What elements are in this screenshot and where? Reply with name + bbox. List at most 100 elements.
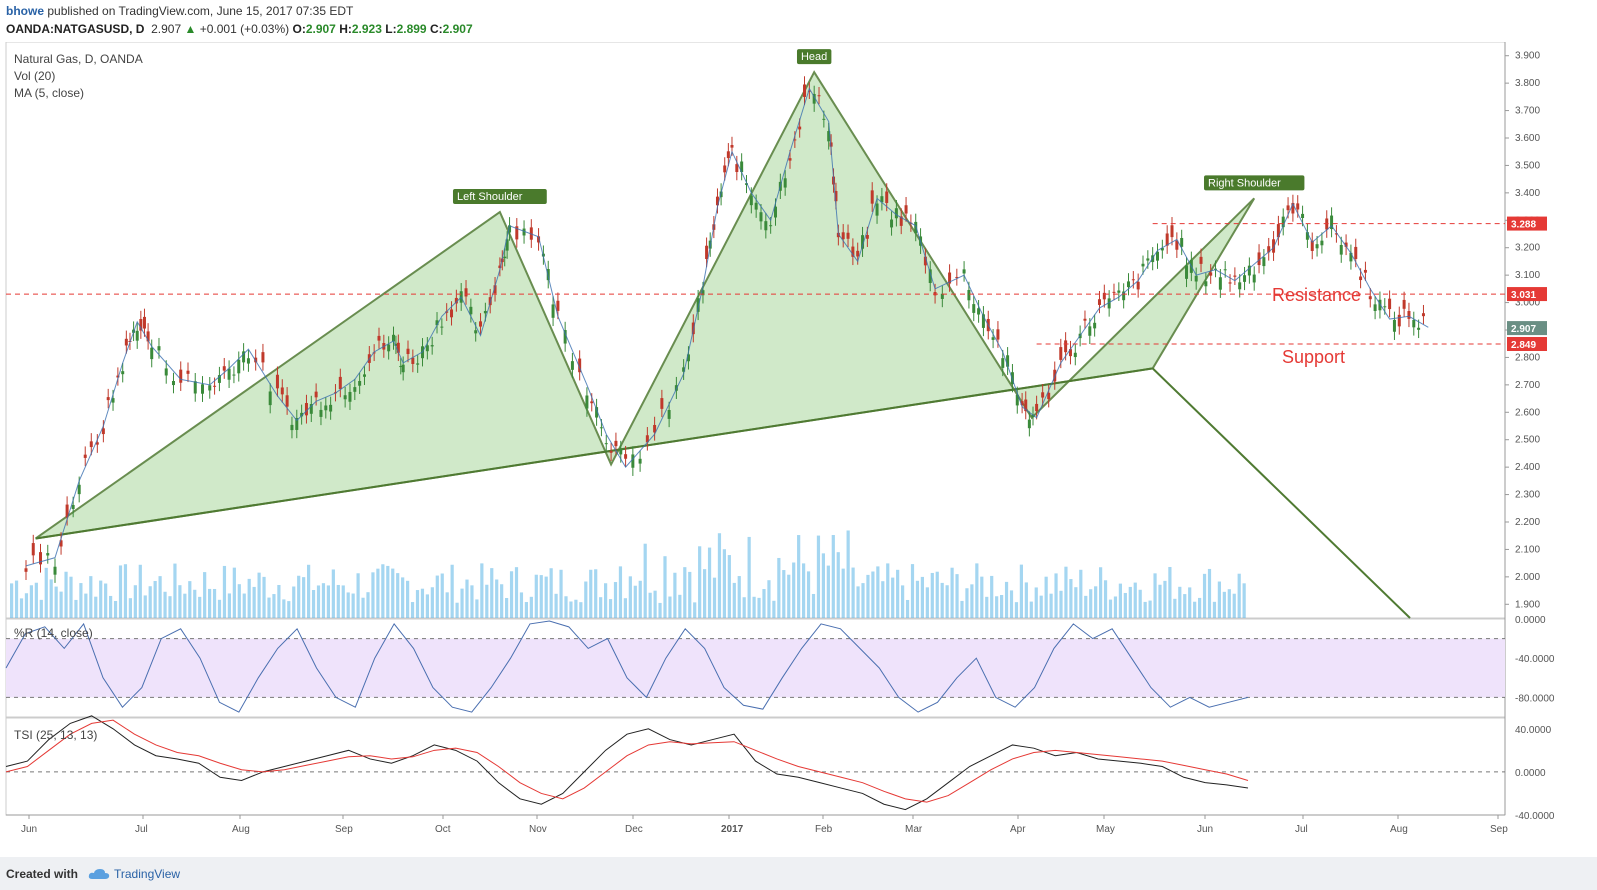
volume-bar bbox=[653, 590, 657, 618]
candle-body bbox=[1122, 291, 1126, 301]
volume-bar bbox=[311, 590, 316, 618]
candle-body bbox=[981, 314, 985, 328]
candle-body bbox=[1107, 298, 1111, 309]
candle-body bbox=[744, 183, 748, 185]
candle-body bbox=[300, 412, 304, 417]
volume-bar bbox=[391, 568, 395, 618]
candle-body bbox=[715, 196, 719, 206]
candle-body bbox=[822, 118, 826, 120]
cloud-icon bbox=[88, 869, 110, 879]
legend-title: Natural Gas, D, OANDA bbox=[14, 52, 143, 66]
volume-bar bbox=[505, 597, 509, 618]
volume-bar bbox=[336, 584, 340, 618]
wr-tick-label: -40.0000 bbox=[1515, 654, 1555, 665]
volume-bar bbox=[663, 556, 667, 618]
volume-bar bbox=[549, 568, 553, 618]
y-tick-label: 2.100 bbox=[1515, 544, 1540, 555]
head-box bbox=[796, 49, 832, 65]
price-change: +0.001 (+0.03%) bbox=[199, 22, 290, 36]
y-tick-label: 3.200 bbox=[1515, 243, 1540, 254]
volume-bar bbox=[821, 553, 825, 618]
y-tick-label: 2.700 bbox=[1515, 380, 1540, 391]
wr-tick-label: 0.0000 bbox=[1515, 615, 1546, 626]
candle-body bbox=[246, 358, 250, 364]
y-tick-label: 2.400 bbox=[1515, 462, 1540, 473]
volume-bar bbox=[975, 563, 979, 618]
candle-body bbox=[416, 363, 420, 365]
volume-bar bbox=[1133, 582, 1137, 618]
candle-body bbox=[807, 90, 811, 92]
candle-body bbox=[1243, 275, 1247, 282]
volume-bar bbox=[1188, 587, 1192, 618]
footer: Created with TradingView bbox=[0, 857, 1597, 890]
volume-bar bbox=[113, 600, 118, 618]
volume-bar bbox=[425, 594, 429, 618]
volume-bar bbox=[1143, 601, 1147, 618]
candle-body bbox=[46, 553, 50, 556]
y-tick-label: 2.800 bbox=[1515, 352, 1540, 363]
candle-body bbox=[1421, 313, 1425, 317]
candle-body bbox=[1276, 224, 1280, 238]
tsi-signal-line bbox=[5, 719, 1249, 803]
candle-body bbox=[1199, 256, 1203, 264]
volume-bar bbox=[1019, 564, 1023, 618]
volume-bar bbox=[217, 599, 222, 618]
volume-bar bbox=[940, 582, 944, 618]
left-shoulder-box bbox=[452, 189, 547, 205]
y-tick-label: 2.600 bbox=[1515, 407, 1540, 418]
volume-bar bbox=[282, 599, 286, 618]
x-tick-label: Jun bbox=[21, 824, 37, 835]
volume-bar bbox=[920, 576, 924, 618]
volume-bar bbox=[836, 552, 840, 618]
x-tick-label: Aug bbox=[1390, 824, 1408, 835]
candle-body bbox=[1267, 246, 1271, 253]
candle-body bbox=[1301, 213, 1305, 219]
volume-bar bbox=[99, 580, 103, 618]
username-link[interactable]: bhowe bbox=[6, 4, 44, 18]
volume-bar bbox=[802, 563, 806, 618]
volume-bar bbox=[1059, 590, 1063, 618]
chart-area[interactable]: 3.9003.8003.7003.6003.5003.4003.3003.200… bbox=[0, 42, 1597, 857]
volume-bar bbox=[673, 572, 677, 618]
volume-bar bbox=[94, 596, 98, 618]
candle-body bbox=[353, 387, 357, 392]
volume-bar bbox=[945, 585, 949, 618]
volume-bar bbox=[594, 569, 598, 618]
candle-body bbox=[604, 443, 608, 445]
candle-body bbox=[1363, 269, 1367, 273]
candle-body bbox=[372, 352, 376, 354]
volume-bar bbox=[901, 585, 905, 618]
open-label: O: bbox=[292, 22, 306, 36]
volume-bar bbox=[772, 600, 776, 618]
x-tick-label: Mar bbox=[905, 824, 923, 835]
volume-bar bbox=[316, 585, 321, 618]
volume-bar bbox=[1089, 589, 1093, 618]
candle-body bbox=[686, 354, 690, 362]
volume-bar bbox=[331, 569, 335, 618]
candle-body bbox=[77, 484, 81, 495]
candle-body bbox=[1286, 205, 1290, 211]
target-projection-line bbox=[1151, 367, 1411, 619]
volume-bar bbox=[727, 555, 731, 618]
volume-bar bbox=[792, 562, 796, 618]
volume-bar bbox=[623, 598, 627, 618]
candle-body bbox=[551, 304, 555, 318]
volume-bar bbox=[564, 596, 568, 618]
candle-body bbox=[343, 395, 347, 400]
volume-bar bbox=[797, 535, 801, 618]
candle-body bbox=[1305, 232, 1309, 240]
candle-body bbox=[991, 337, 995, 340]
volume-bar bbox=[990, 575, 994, 618]
candle-body bbox=[1047, 392, 1051, 400]
x-tick-label: Sep bbox=[335, 824, 353, 835]
chart-svg[interactable]: 3.9003.8003.7003.6003.5003.4003.3003.200… bbox=[0, 42, 1597, 857]
volume-bar bbox=[381, 564, 385, 618]
candle-body bbox=[841, 232, 845, 240]
candle-body bbox=[1102, 292, 1106, 300]
tradingview-brand: TradingView bbox=[114, 867, 181, 881]
volume-bar bbox=[1054, 573, 1058, 618]
volume-bar bbox=[1183, 594, 1187, 618]
volume-bar bbox=[198, 596, 202, 618]
tsi-tick-label: 40.0000 bbox=[1515, 725, 1552, 736]
volume-bar bbox=[14, 580, 19, 618]
